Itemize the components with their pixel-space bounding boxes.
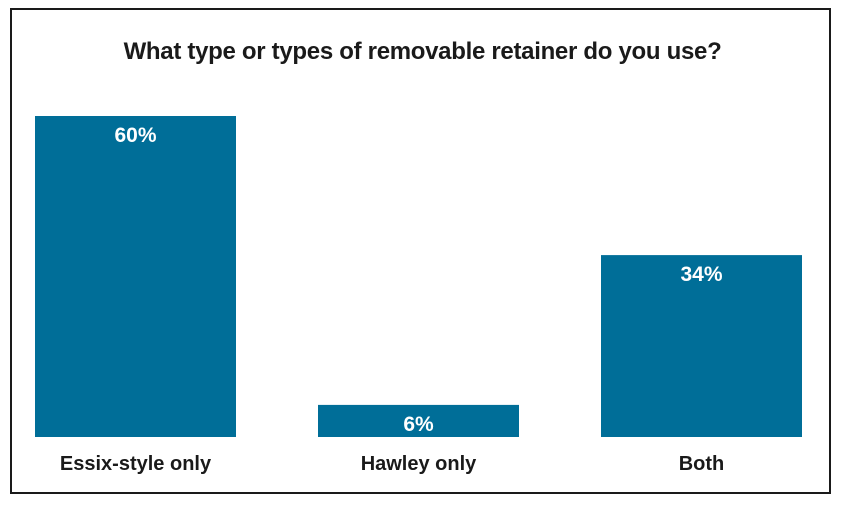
bar-value-label: 60% (114, 124, 156, 147)
category-label: Both (679, 453, 725, 475)
bar-value-label: 6% (403, 413, 434, 436)
bar-value-label: 34% (680, 263, 722, 286)
chart-title: What type or types of removable retainer… (123, 38, 722, 65)
bar-both (601, 255, 802, 437)
category-label: Essix-style only (60, 453, 212, 475)
bar-hawley-only (318, 404, 519, 437)
bar-essix-style-only (35, 116, 236, 437)
category-label: Hawley only (361, 453, 477, 475)
